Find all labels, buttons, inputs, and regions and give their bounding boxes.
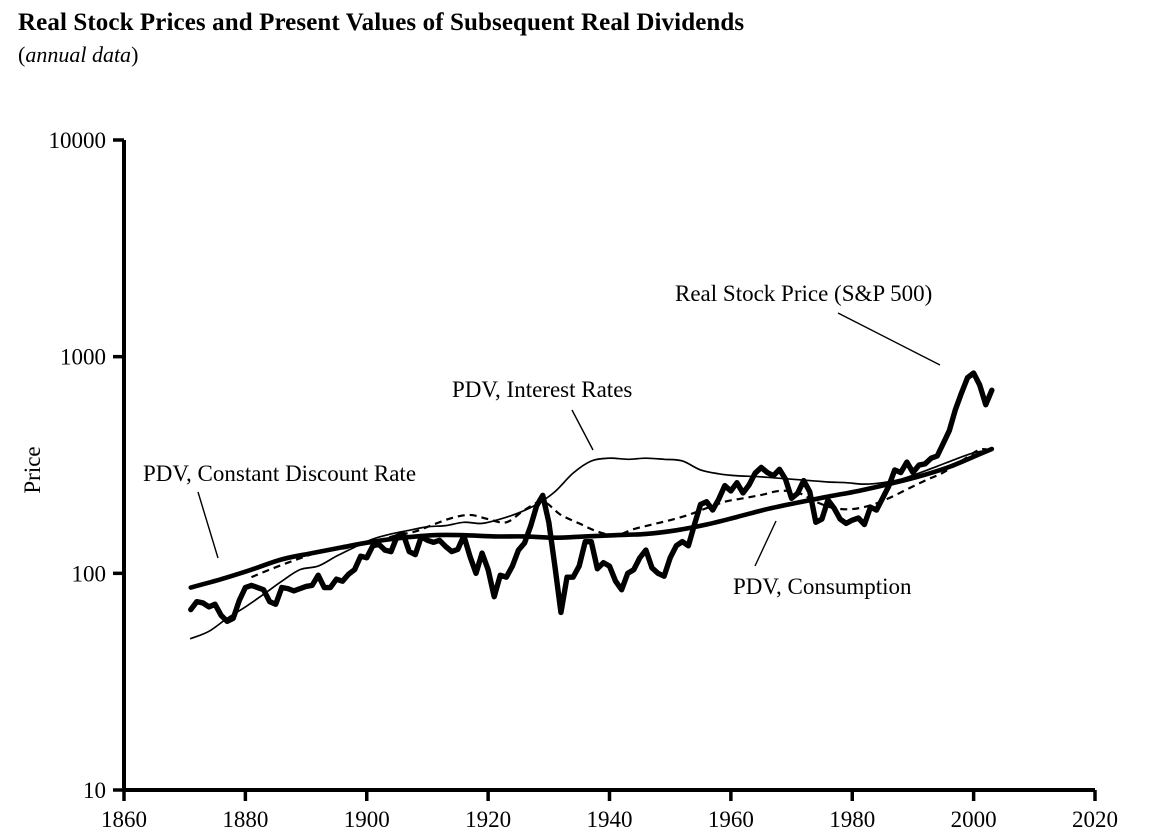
annotation-pdv-constant-discount-rate: PDV, Constant Discount Rate bbox=[143, 461, 416, 486]
title-block: Real Stock Prices and Present Values of … bbox=[18, 8, 1118, 69]
annotation-pdv-interest-rates: PDV, Interest Rates bbox=[452, 377, 632, 402]
y-tick-label: 100 bbox=[72, 561, 107, 586]
series-pdv-constant-discount-rate bbox=[188, 446, 995, 590]
leader-line-real-stock-price bbox=[837, 312, 941, 366]
x-tick-label: 1920 bbox=[465, 807, 511, 832]
leader-line-pdv-interest-rates bbox=[571, 409, 594, 451]
series-pdv-consumption bbox=[251, 448, 993, 579]
series-real-stock-price bbox=[188, 370, 995, 625]
y-tick-label: 10000 bbox=[49, 128, 107, 153]
annotation-group: Real Stock Price (S&P 500) PDV, Interest … bbox=[143, 281, 941, 599]
series-pdv-interest-rates bbox=[189, 448, 993, 640]
x-tick-label: 1900 bbox=[344, 807, 390, 832]
y-tick-label: 10 bbox=[83, 778, 106, 803]
x-tick-label: 2000 bbox=[951, 807, 997, 832]
page-title: Real Stock Prices and Present Values of … bbox=[18, 9, 745, 36]
data-series-group bbox=[188, 370, 995, 640]
x-tick-label: 1880 bbox=[222, 807, 268, 832]
x-tick-label: 2020 bbox=[1072, 807, 1118, 832]
subtitle-paren-close: ) bbox=[131, 41, 139, 67]
subtitle-text: annual data bbox=[25, 41, 132, 67]
x-tick-label: 1960 bbox=[708, 807, 754, 832]
leader-line-pdv-consumption bbox=[754, 520, 777, 567]
annotation-pdv-consumption: PDV, Consumption bbox=[733, 574, 912, 599]
subtitle-paren-open: ( bbox=[18, 41, 26, 67]
chart-subtitle: (annual data) bbox=[18, 41, 1118, 70]
x-axis-ticks: 1860 1880 1900 1920 1940 1960 1980 2000 2020 bbox=[101, 790, 1118, 832]
x-tick-label: 1860 bbox=[101, 807, 147, 832]
annotation-real-stock-price: Real Stock Price (S&P 500) bbox=[675, 281, 932, 306]
y-axis-label: Price bbox=[20, 446, 45, 493]
x-tick-label: 1980 bbox=[829, 807, 875, 832]
leader-line-pdv-constant-discount-rate bbox=[197, 491, 219, 559]
y-tick-label: 1000 bbox=[60, 345, 106, 370]
x-tick-label: 1940 bbox=[587, 807, 633, 832]
y-axis-ticks: 10 100 1000 10000 bbox=[49, 128, 124, 803]
